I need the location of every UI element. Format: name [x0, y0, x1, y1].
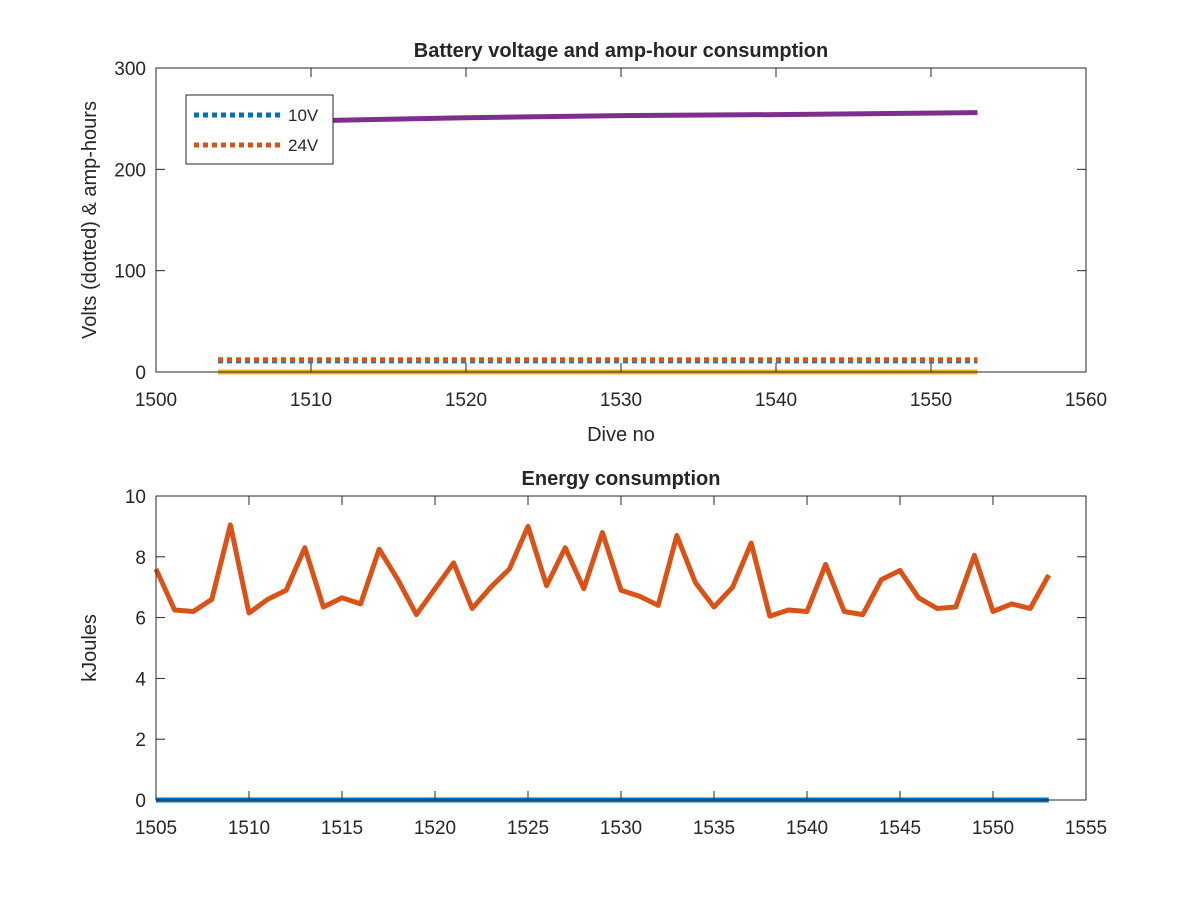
energy-x-tick-label: 1540: [786, 818, 828, 839]
energy-x-tick-label: 1505: [135, 818, 177, 839]
energy-x-tick-label: 1550: [972, 818, 1014, 839]
battery-x-axis-label: Dive no: [587, 424, 655, 446]
energy-plot-area: [156, 496, 1086, 800]
energy-y-axis-label: kJoules: [79, 614, 101, 682]
battery-y-tick-label: 200: [114, 160, 146, 181]
battery-x-tick-label: 1540: [755, 390, 797, 411]
energy-x-tick-label: 1535: [693, 818, 735, 839]
energy-x-tick-label: 1515: [321, 818, 363, 839]
energy-y-tick-label: 0: [135, 791, 146, 812]
battery-y-axis-label: Volts (dotted) & amp-hours: [79, 101, 101, 339]
energy-y-tick-label: 4: [135, 669, 146, 690]
battery-chart: 1500 1510 1520 1530 1540 1550 1560 0 100 200 300 B…: [79, 40, 1107, 446]
battery-y-tick-label: 300: [114, 59, 146, 80]
energy-y-tick-label: 6: [135, 609, 146, 630]
energy-x-tick-label: 1555: [1065, 818, 1107, 839]
energy-x-tick-label: 1520: [414, 818, 456, 839]
battery-x-tick-label: 1510: [290, 390, 332, 411]
energy-x-tick-label: 1525: [507, 818, 549, 839]
battery-y-tick-label: 0: [135, 363, 146, 384]
battery-legend: 10V 24V: [185, 94, 334, 165]
battery-y-tick-label: 100: [114, 262, 146, 283]
energy-chart-title: Energy consumption: [522, 468, 721, 490]
legend-entry-label: 10V: [288, 106, 319, 125]
energy-x-tick-label: 1510: [228, 818, 270, 839]
battery-x-tick-label: 1500: [135, 390, 177, 411]
energy-y-tick-label: 10: [125, 487, 146, 508]
energy-series-line-1: [153, 522, 1051, 619]
legend-box: [185, 94, 334, 165]
legend-entry-label: 24V: [288, 136, 319, 155]
energy-chart: 1505 1510 1515 1520 1525 1530 1535 1540 1545 1550…: [79, 468, 1107, 839]
battery-x-tick-label: 1530: [600, 390, 642, 411]
energy-x-tick-label: 1530: [600, 818, 642, 839]
battery-x-tick-label: 1560: [1065, 390, 1107, 411]
energy-x-tick-label: 1545: [879, 818, 921, 839]
battery-chart-title: Battery voltage and amp-hour consumption: [414, 40, 828, 62]
battery-x-tick-label: 1550: [910, 390, 952, 411]
energy-y-tick-label: 2: [135, 730, 146, 751]
energy-y-tick-label: 8: [135, 548, 146, 569]
battery-x-tick-label: 1520: [445, 390, 487, 411]
